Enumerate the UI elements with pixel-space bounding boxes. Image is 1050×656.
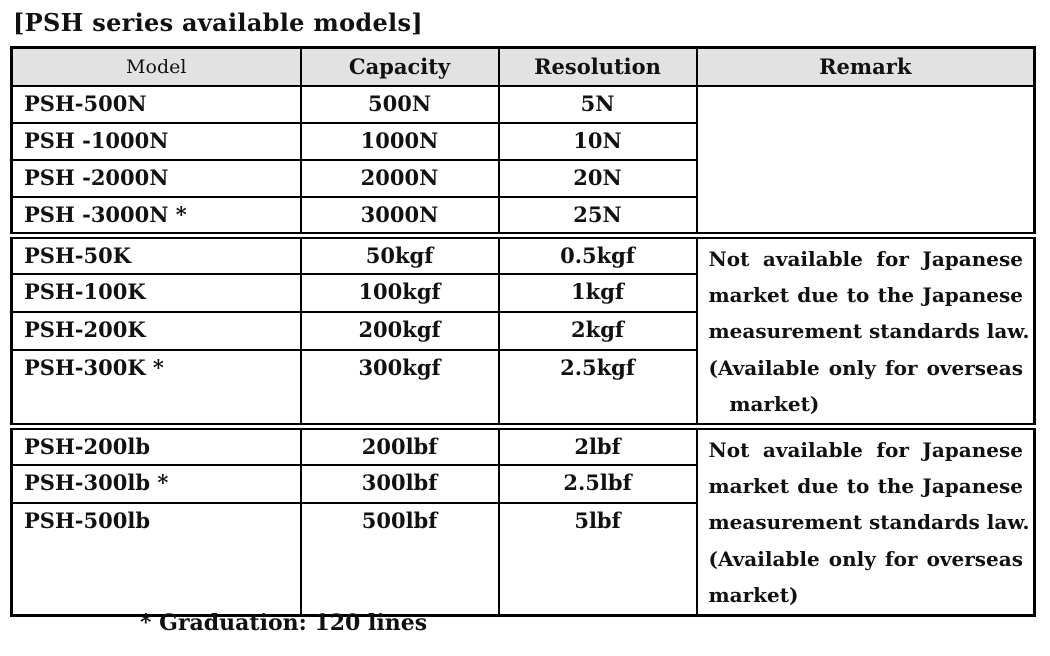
column-header-capacity: Capacity [299, 46, 500, 87]
table-row: PSH -2000N 2000N 20N [10, 158, 1035, 198]
capacity-cell: 1000N [299, 121, 500, 161]
capacity-cell: 300kgf [299, 349, 500, 430]
table-header: Model Capacity Resolution Remark [10, 46, 1036, 87]
capacity-cell: 500N [299, 84, 500, 124]
group-pound: PSH-200lb 200lbf 2lbf Not available for … [10, 425, 1036, 617]
table-row: PSH-500lb 500lbf 5lbf [10, 501, 1035, 617]
group-kilogram: PSH-50K 50kgf 0.5kgf Not available for J… [10, 233, 1036, 430]
table-row: PSH-500N 500N 5N [10, 84, 1036, 239]
remark-cell [695, 84, 1036, 239]
capacity-cell: 3000N [299, 195, 500, 239]
resolution-cell: 1kgf [497, 273, 698, 314]
resolution-cell: 10N [497, 121, 698, 161]
model-cell: PSH-300lb * [10, 464, 302, 504]
table-row: PSH -3000N * 3000N 25N [10, 195, 1035, 239]
table-row: PSH-300K * 300kgf 2.5kgf [10, 349, 1035, 430]
capacity-cell: 500lbf [299, 501, 500, 617]
remark-cell: Not available for Japanese market due to … [695, 425, 1036, 617]
column-header-resolution: Resolution [497, 46, 698, 87]
resolution-cell: 2.5lbf [497, 464, 698, 504]
resolution-cell: 2kgf [497, 311, 698, 352]
capacity-cell: 200kgf [299, 311, 500, 352]
table-row: PSH -1000N 1000N 10N [10, 121, 1035, 161]
group-newton: PSH-500N 500N 5N PSH -1000N 1000N 10N PS… [10, 84, 1036, 239]
capacity-cell: 2000N [299, 158, 500, 198]
column-header-model: Model [10, 46, 302, 87]
models-table: Model Capacity Resolution Remark PSH-500… [10, 46, 1036, 617]
model-cell: PSH-300K * [10, 349, 302, 430]
model-cell: PSH -3000N * [10, 195, 302, 239]
capacity-cell: 100kgf [299, 273, 500, 314]
model-cell: PSH-100K [10, 273, 302, 314]
header-row: Model Capacity Resolution Remark [10, 46, 1036, 87]
table-row: PSH-200lb 200lbf 2lbf Not available for … [10, 425, 1036, 617]
model-cell: PSH-200K [10, 311, 302, 352]
resolution-cell: 0.5kgf [497, 233, 698, 276]
capacity-cell: 300lbf [299, 464, 500, 504]
remark-cell: Not available for Japanese market due to … [695, 233, 1036, 430]
resolution-cell: 20N [497, 158, 698, 198]
resolution-cell: 2lbf [497, 425, 698, 467]
model-cell: PSH-50K [10, 233, 302, 276]
capacity-cell: 200lbf [299, 425, 500, 467]
model-cell: PSH-500lb [10, 501, 302, 617]
table-row: PSH-50K 50kgf 0.5kgf Not available for J… [10, 233, 1036, 430]
model-cell: PSH -1000N [10, 121, 302, 161]
table-row: PSH-200K 200kgf 2kgf [10, 311, 1035, 352]
page-title: [PSH series available models] [13, 8, 423, 37]
table-row: PSH-100K 100kgf 1kgf [10, 273, 1035, 314]
table-row: PSH-300lb * 300lbf 2.5lbf [10, 464, 1035, 504]
resolution-cell: 5N [497, 84, 698, 124]
column-header-remark: Remark [695, 46, 1036, 87]
resolution-cell: 5lbf [497, 501, 698, 617]
model-cell: PSH -2000N [10, 158, 302, 198]
model-cell: PSH-200lb [10, 425, 302, 467]
capacity-cell: 50kgf [299, 233, 500, 276]
resolution-cell: 2.5kgf [497, 349, 698, 430]
graduation-footnote: * Graduation: 120 lines [140, 610, 428, 636]
model-cell: PSH-500N [10, 84, 302, 124]
resolution-cell: 25N [497, 195, 698, 239]
